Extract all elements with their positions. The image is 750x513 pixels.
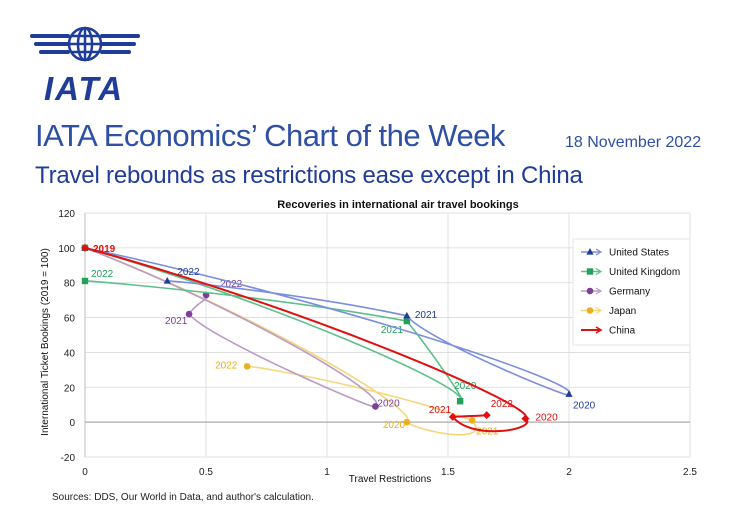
iata-logo-icon xyxy=(30,26,140,62)
x-tick-label: 1.5 xyxy=(441,467,455,478)
legend-item: Germany xyxy=(581,287,650,298)
series-lines: 2020202120222020202120222020202120222020… xyxy=(81,243,596,437)
data-label: 2021 xyxy=(165,316,188,327)
legend-arrow-icon xyxy=(595,326,603,334)
axes: -20 0 20 40 60 80 100 120 0 0.5 1 1.5 2 2.5 xyxy=(58,209,697,478)
data-point xyxy=(81,243,89,252)
x-tick-label: 0.5 xyxy=(199,467,213,478)
data-point xyxy=(565,390,573,397)
legend-label: Germany xyxy=(609,287,650,298)
legend-marker xyxy=(586,307,594,314)
data-label: 2020 xyxy=(377,398,400,409)
data-label: 2020 xyxy=(383,420,406,431)
legend-label: Japan xyxy=(609,306,636,317)
data-label: 2020 xyxy=(573,400,596,411)
y-axis-label: International Ticket Bookings (2019 = 10… xyxy=(40,248,51,436)
chart-title: Recoveries in international air travel b… xyxy=(277,199,518,211)
x-tick-label: 0 xyxy=(82,467,88,478)
series-germany: 2020 2021 2022 xyxy=(81,244,400,410)
legend-label: United States xyxy=(609,248,669,259)
source-note: Sources: DDS, Our World in Data, and aut… xyxy=(52,492,314,503)
y-tick-label: 40 xyxy=(64,348,76,359)
data-point xyxy=(482,411,491,420)
legend-item: United Kingdom xyxy=(581,267,680,278)
legend-arrow-icon xyxy=(595,248,603,256)
series-china: 2019 2020 2021 2022 xyxy=(81,243,558,433)
y-tick-label: 60 xyxy=(64,314,76,325)
x-tick-label: 1 xyxy=(324,467,330,478)
data-label: 2022 xyxy=(177,267,200,278)
publish-date: 18 November 2022 xyxy=(565,134,702,151)
data-point xyxy=(403,311,411,319)
legend: United States United Kingdom Germany Japan C… xyxy=(572,238,691,346)
logo-text: IATA xyxy=(44,70,125,107)
data-point xyxy=(185,310,193,318)
data-point xyxy=(521,414,530,423)
page-subtitle: Travel rebounds as restrictions ease exc… xyxy=(35,162,583,189)
data-point xyxy=(403,317,411,325)
legend-marker xyxy=(586,268,594,275)
legend-label: United Kingdom xyxy=(609,267,680,278)
data-point xyxy=(403,418,411,426)
data-point xyxy=(448,412,457,421)
data-label: 2022 xyxy=(91,269,114,280)
legend-item: Japan xyxy=(581,306,636,317)
legend-marker xyxy=(586,248,594,255)
y-tick-label: 0 xyxy=(69,418,75,429)
x-tick-label: 2.5 xyxy=(683,467,697,478)
data-point xyxy=(372,403,379,410)
legend-arrow-icon xyxy=(595,267,603,276)
y-tick-label: 20 xyxy=(64,383,76,394)
data-label: 2019 xyxy=(93,244,116,255)
data-label: 2020 xyxy=(454,381,477,392)
legend-label: China xyxy=(609,326,636,337)
data-label: 2022 xyxy=(491,399,514,410)
data-label: 2021 xyxy=(381,325,404,336)
x-axis-label: Travel Restrictions xyxy=(349,474,431,485)
series-line xyxy=(84,247,477,436)
page-title: IATA Economics’ Chart of the Week xyxy=(35,118,505,153)
data-point xyxy=(163,276,171,284)
data-label: 2022 xyxy=(215,360,238,371)
y-tick-label: 100 xyxy=(58,244,75,255)
legend-marker xyxy=(586,287,594,295)
data-point xyxy=(468,417,476,424)
data-point xyxy=(81,277,89,285)
legend-item: China xyxy=(581,326,636,337)
data-label: 2020 xyxy=(535,413,558,424)
data-label: 2021 xyxy=(429,405,452,416)
series-line xyxy=(84,247,571,397)
data-label: 2021 xyxy=(415,310,438,321)
data-point xyxy=(456,398,464,405)
legend-arrow-icon xyxy=(595,306,603,315)
y-tick-label: -20 xyxy=(61,453,76,464)
series-line xyxy=(84,247,464,404)
series-united-states: 2020 2021 2022 xyxy=(81,243,596,411)
y-tick-label: 80 xyxy=(64,279,76,290)
data-point xyxy=(243,363,251,370)
x-tick-label: 2 xyxy=(566,467,572,478)
legend-item: United States xyxy=(581,248,669,259)
y-tick-label: 120 xyxy=(58,209,75,220)
legend-arrow-icon xyxy=(595,287,603,295)
data-label: 2022 xyxy=(220,279,243,290)
